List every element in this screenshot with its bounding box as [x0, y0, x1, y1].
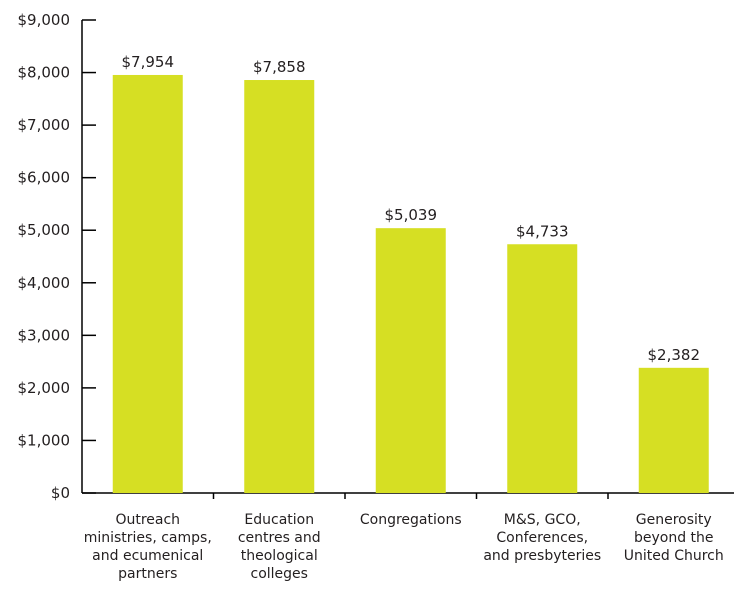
category-label-line: Congregations [360, 512, 462, 528]
y-tick-label: $8,000 [18, 64, 71, 82]
bar-value-label: $2,382 [648, 346, 701, 364]
bar-value-label: $5,039 [385, 206, 438, 224]
y-tick-label: $4,000 [18, 274, 71, 292]
y-tick-label: $9,000 [18, 11, 71, 29]
category-label-line: Education [244, 512, 314, 528]
category-label-line: partners [118, 566, 177, 582]
y-axis: $0 $1,000 $2,000 $3,000 $4,000 $5,000 $6,000 $7… [18, 11, 96, 502]
y-tick-label: $3,000 [18, 326, 71, 344]
category-label-line: colleges [251, 566, 308, 582]
category-label-line: Outreach [115, 512, 180, 528]
category-label: Education centres and theological colleges [238, 512, 321, 582]
y-tick-label: $5,000 [18, 221, 71, 239]
bar [375, 228, 446, 494]
bar [507, 244, 578, 493]
category-label-line: and ecumenical [92, 548, 203, 564]
category-label-line: Generosity [636, 512, 712, 528]
y-tick-label: $6,000 [18, 169, 71, 187]
bar-value-label: $4,733 [516, 222, 569, 240]
y-tick-label: $0 [51, 484, 70, 502]
category-label-line: ministries, camps, [84, 530, 212, 546]
bars [112, 74, 709, 494]
value-labels: $7,954 $7,858 $5,039 $4,733 $2,382 [122, 53, 701, 364]
category-label: M&S, GCO, Conferences, and presbyteries [483, 512, 601, 564]
category-label-line: and presbyteries [483, 548, 601, 564]
category-label-line: United Church [624, 548, 724, 564]
category-label-line: theological [241, 548, 318, 564]
bar [244, 80, 315, 494]
bar-value-label: $7,858 [253, 58, 306, 76]
y-tick-label: $2,000 [18, 379, 71, 397]
bar-value-label: $7,954 [122, 53, 175, 71]
bar [638, 367, 709, 493]
x-axis [82, 492, 734, 499]
bar [112, 74, 183, 493]
category-label-line: beyond the [634, 530, 714, 546]
category-label-line: M&S, GCO, [504, 512, 581, 528]
category-label-line: Conferences, [496, 530, 588, 546]
category-label: Outreach ministries, camps, and ecumenical… [84, 512, 212, 582]
y-tick-label: $1,000 [18, 431, 71, 449]
category-label-line: centres and [238, 530, 321, 546]
category-labels: Outreach ministries, camps, and ecumenical… [84, 512, 724, 582]
category-label: Congregations [360, 512, 462, 528]
category-label: Generosity beyond the United Church [624, 512, 724, 564]
y-tick-label: $7,000 [18, 116, 71, 134]
